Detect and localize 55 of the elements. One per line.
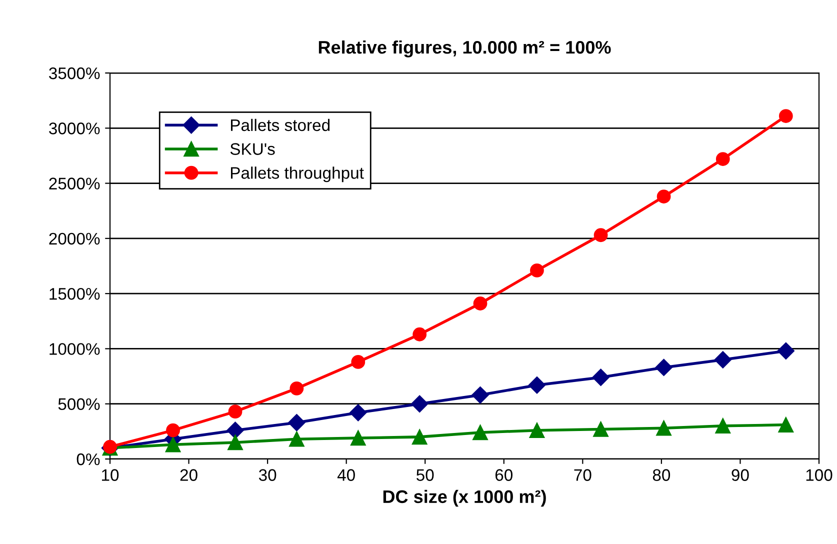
point bbox=[472, 386, 489, 404]
point bbox=[593, 422, 608, 437]
point bbox=[288, 414, 306, 432]
y-tick-label: 1500% bbox=[50, 288, 100, 300]
legend-label: Pallets stored bbox=[230, 118, 330, 132]
point bbox=[166, 423, 180, 438]
point bbox=[226, 422, 244, 439]
y-tick-label: 2000% bbox=[49, 232, 100, 245]
point bbox=[350, 404, 367, 422]
x-axis-title: DC size (x 1000 m²) bbox=[383, 490, 546, 507]
point bbox=[351, 355, 366, 369]
x-tick-label: 100 bbox=[806, 469, 832, 481]
x-tick-label: 30 bbox=[258, 469, 276, 481]
point bbox=[412, 327, 427, 342]
point bbox=[714, 351, 732, 368]
point bbox=[777, 342, 794, 360]
y-tick-label: 3000% bbox=[49, 122, 100, 134]
point bbox=[472, 424, 488, 440]
point bbox=[594, 228, 608, 242]
point bbox=[656, 420, 672, 436]
point bbox=[289, 432, 304, 447]
point bbox=[228, 404, 242, 419]
point bbox=[655, 358, 672, 376]
point bbox=[165, 437, 181, 452]
point bbox=[290, 381, 304, 396]
x-tick-label: 60 bbox=[495, 469, 513, 481]
point bbox=[228, 434, 243, 450]
point bbox=[529, 422, 545, 438]
point bbox=[412, 429, 428, 445]
y-tick-label: 0% bbox=[76, 453, 100, 466]
y-tick-label: 2500% bbox=[49, 178, 100, 190]
point bbox=[656, 190, 671, 204]
x-tick-label: 90 bbox=[732, 469, 749, 481]
legend-label: SKU's bbox=[230, 143, 275, 155]
point bbox=[778, 417, 794, 432]
point bbox=[592, 368, 610, 386]
y-tick-label: 3500% bbox=[49, 67, 100, 80]
point bbox=[530, 263, 544, 278]
y-tick-label: 500% bbox=[58, 398, 100, 410]
chart-title: Relative figures, 10.000 m² = 100% bbox=[318, 40, 611, 58]
x-tick-label: 10 bbox=[102, 469, 119, 481]
point bbox=[350, 430, 366, 446]
x-tick-label: 70 bbox=[574, 469, 592, 481]
x-tick-label: 20 bbox=[180, 469, 198, 481]
legend-label: Pallets throughput bbox=[230, 166, 364, 182]
point bbox=[528, 376, 546, 394]
x-tick-label: 80 bbox=[652, 469, 670, 481]
x-tick-label: 40 bbox=[337, 469, 355, 481]
point bbox=[411, 395, 428, 412]
x-tick-label: 50 bbox=[416, 469, 434, 481]
point bbox=[778, 109, 793, 123]
point bbox=[473, 296, 488, 310]
point bbox=[715, 418, 731, 434]
point bbox=[716, 152, 730, 166]
y-tick-label: 1000% bbox=[50, 343, 100, 355]
